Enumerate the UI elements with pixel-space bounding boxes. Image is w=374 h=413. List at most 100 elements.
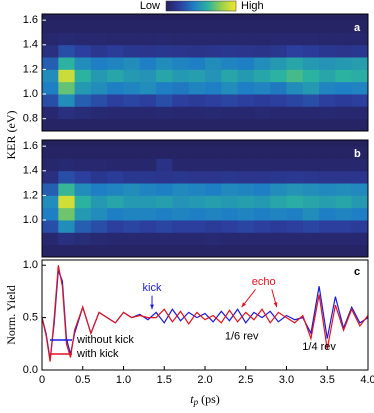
heatmap-cell [270, 183, 287, 196]
heatmap-cell [302, 106, 320, 120]
heatmap-cell [302, 195, 320, 209]
heatmap-cell [221, 195, 238, 209]
heatmap-cell [270, 32, 287, 46]
heatmap-cell [156, 146, 173, 159]
heatmap-cell [221, 146, 238, 159]
heatmap-cell [156, 106, 173, 120]
y-tick-label: 0.5 [23, 312, 38, 324]
heatmap-cell [237, 146, 255, 159]
colorbar-high: High [241, 0, 264, 12]
heatmap-cell [205, 20, 222, 33]
heatmap-cell [351, 106, 369, 120]
heatmap-cell [319, 57, 336, 70]
heatmap-cell [270, 220, 287, 233]
heatmap-cell [221, 44, 238, 58]
heatmap-cell [172, 146, 190, 159]
heatmap-cell [156, 20, 173, 33]
heatmap-cell [139, 195, 157, 209]
heatmap-cell [42, 244, 59, 258]
heatmap-cell [221, 220, 238, 233]
heatmap-cell [351, 220, 369, 233]
heatmap-cell [107, 44, 124, 58]
heatmap-cell [270, 244, 287, 258]
heatmap-cell [74, 32, 92, 46]
heatmap-cell [221, 207, 238, 221]
heatmap-cell [172, 244, 190, 258]
heatmap-cell [286, 57, 304, 70]
heatmap-cell [319, 244, 336, 258]
heatmap-cell [58, 44, 75, 58]
heatmap-cell [335, 146, 353, 159]
heatmap-cell [270, 106, 287, 120]
heatmap-cell [205, 81, 222, 95]
heatmap-cell [270, 195, 287, 209]
heatmap-cell [74, 94, 92, 107]
heatmap-cell [335, 20, 353, 33]
heatmap-cell [123, 158, 141, 172]
heatmap-cell [123, 195, 141, 209]
heatmap-cell [319, 232, 336, 246]
heatmap-cell [335, 232, 353, 246]
heatmap-cell [139, 69, 157, 83]
heatmap-cell [58, 195, 75, 209]
x-tick-label: 1.0 [116, 374, 131, 386]
heatmap-cell [42, 20, 59, 33]
heatmap-cell [188, 158, 206, 172]
heatmap-cell [107, 94, 124, 107]
heatmap-cell [188, 146, 206, 159]
heatmap-cell [253, 158, 271, 172]
heatmap-cell [58, 146, 75, 159]
heatmap-cell [42, 195, 59, 209]
y-tick-label: 1.6 [23, 14, 38, 26]
heatmap-cell [221, 106, 238, 120]
panel-label: a [354, 22, 361, 34]
heatmap-cell [42, 44, 59, 58]
plot-frame [41, 13, 369, 132]
heatmap-cell [188, 207, 206, 221]
heatmap-cell [270, 44, 287, 58]
heatmap-cell [253, 207, 271, 221]
heatmap-cell [270, 69, 287, 83]
heatmap-cell [286, 244, 304, 258]
heatmap-cell [58, 232, 75, 246]
x-tick-label: 3.0 [279, 374, 294, 386]
heatmap-cell [74, 220, 92, 233]
y-tick-label: 1.4 [23, 165, 38, 177]
heatmap-cell [90, 20, 108, 33]
heatmap-cell [58, 220, 75, 233]
heatmap-cell [270, 146, 287, 159]
heatmap-cell [90, 232, 108, 246]
legend-label: without kick [76, 334, 134, 346]
heatmap-cell [286, 220, 304, 233]
heatmap-cell [270, 94, 287, 107]
heatmap-cell [237, 207, 255, 221]
heatmap-cell [58, 57, 75, 70]
heatmap-cell [172, 32, 190, 46]
heatmap-cell [90, 220, 108, 233]
panel-label: b [354, 148, 361, 160]
heatmap-cell [172, 57, 190, 70]
y-axis-label: KER (eV) [4, 111, 18, 160]
heatmap-cell [90, 44, 108, 58]
heatmap-cell [188, 183, 206, 196]
heatmap-cell [188, 170, 206, 184]
heatmap-cell [90, 170, 108, 184]
heatmap-cell [253, 44, 271, 58]
heatmap-cell [205, 244, 222, 258]
heatmap-cell [237, 20, 255, 33]
heatmap-cell [237, 94, 255, 107]
heatmap-cell [188, 57, 206, 70]
heatmap-cell [188, 44, 206, 58]
heatmap-cell [107, 195, 124, 209]
heatmap-cell [335, 170, 353, 184]
heatmap-cell [351, 183, 369, 196]
y-tick-label: 1.0 [23, 259, 38, 271]
heatmap-cell [221, 57, 238, 70]
heatmap-cell [123, 69, 141, 83]
annotation: 1/4 rev [302, 341, 336, 353]
x-tick-label: 3.5 [320, 374, 335, 386]
heatmap-cell [156, 244, 173, 258]
heatmap-cell [302, 44, 320, 58]
heatmap-cell [172, 183, 190, 196]
heatmap-cell [188, 69, 206, 83]
